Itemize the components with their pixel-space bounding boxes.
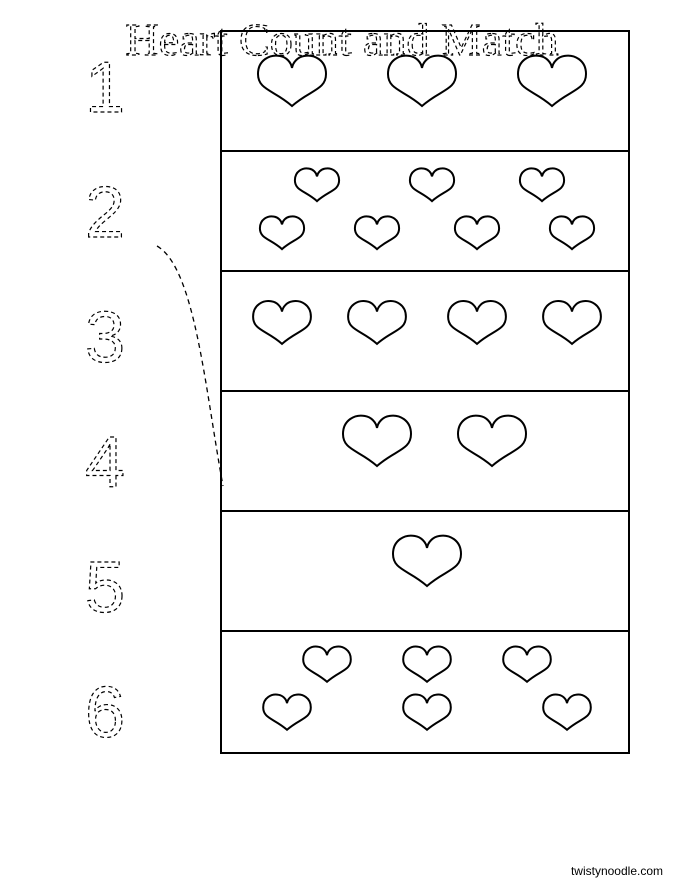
heart-icon xyxy=(303,647,351,682)
number-2: 2 xyxy=(60,175,180,260)
number-3: 3 xyxy=(60,300,180,385)
heart-icon xyxy=(518,56,586,106)
number-6: 6 xyxy=(60,675,180,760)
heart-icon xyxy=(455,216,499,249)
heart-icon xyxy=(355,216,399,249)
number-4: 4 xyxy=(60,425,180,510)
heart-icon xyxy=(503,647,551,682)
heart-icon xyxy=(388,56,456,106)
heart-icon xyxy=(543,301,601,344)
svg-text:2: 2 xyxy=(85,175,125,253)
heart-icon xyxy=(393,536,461,586)
heart-box-1 xyxy=(222,32,628,152)
heart-icon xyxy=(295,168,339,201)
heart-box-4 xyxy=(222,392,628,512)
svg-text:6: 6 xyxy=(85,675,125,753)
svg-text:5: 5 xyxy=(85,550,125,628)
heart-icon xyxy=(343,416,411,466)
heart-icon xyxy=(410,168,454,201)
heart-icon xyxy=(403,647,451,682)
svg-text:4: 4 xyxy=(85,425,125,503)
heart-icon xyxy=(550,216,594,249)
heart-icon xyxy=(253,301,311,344)
worksheet-content: 123456 xyxy=(0,0,685,760)
heart-box-2 xyxy=(222,152,628,272)
heart-icon xyxy=(543,695,591,730)
number-5: 5 xyxy=(60,550,180,635)
heart-box-5 xyxy=(222,512,628,632)
heart-icon xyxy=(348,301,406,344)
footer-credit: twistynoodle.com xyxy=(571,864,663,878)
heart-icon xyxy=(403,695,451,730)
heart-icon xyxy=(260,216,304,249)
heart-boxes-column xyxy=(220,30,630,754)
svg-text:3: 3 xyxy=(85,300,125,378)
heart-icon xyxy=(520,168,564,201)
heart-icon xyxy=(263,695,311,730)
heart-box-6 xyxy=(222,632,628,752)
numbers-column: 123456 xyxy=(60,30,180,760)
heart-icon xyxy=(258,56,326,106)
heart-icon xyxy=(448,301,506,344)
heart-icon xyxy=(458,416,526,466)
heart-box-3 xyxy=(222,272,628,392)
